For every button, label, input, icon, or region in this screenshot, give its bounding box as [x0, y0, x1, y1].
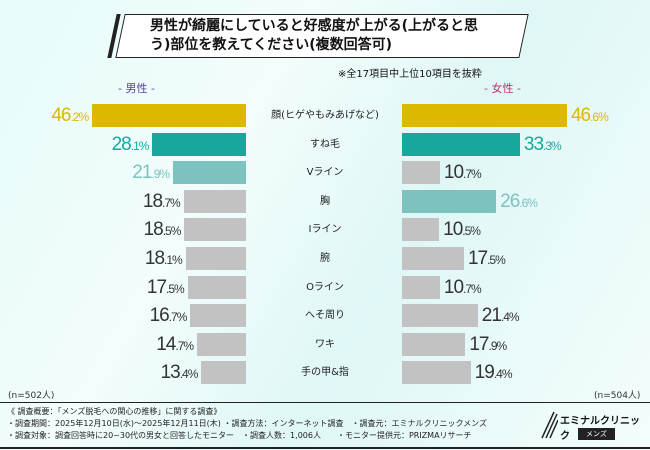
male-sample-size: (n=502人): [8, 391, 55, 401]
male-bar: [183, 189, 246, 213]
chart-note: ※全17項目中上位10項目を抜粋: [338, 69, 482, 80]
male-bar: [197, 332, 246, 356]
female-bar: [402, 304, 478, 328]
category-label: 腕: [320, 253, 330, 264]
male-value-label: 46.2%: [51, 105, 89, 126]
legend-female: - 女性 -: [484, 82, 521, 95]
female-bar: [402, 275, 440, 299]
female-bar: [402, 332, 466, 356]
legend-male: - 男性 -: [118, 82, 155, 95]
footer-line: ・調査期間：2025年12月10日(水)～2025年12月11日(木) ・調査方…: [7, 419, 487, 428]
male-bar: [185, 247, 246, 270]
male-value-label: 21.9%: [132, 162, 170, 184]
female-value-label: 26.6%: [500, 190, 538, 212]
logo-mark-icon: [541, 411, 558, 439]
category-label: へそ周り: [305, 310, 345, 322]
category-label: 顔(ヒゲやもみあげなど): [271, 110, 379, 121]
male-bar: [201, 361, 246, 385]
category-label: 胸: [320, 195, 330, 207]
male-bar: [92, 104, 246, 127]
male-bar: [173, 161, 246, 185]
category-label: すね毛: [310, 138, 340, 150]
category-label: 手の甲&指: [301, 367, 349, 379]
category-label: Iライン: [308, 224, 342, 236]
female-sample-size: (n=504人): [594, 391, 641, 401]
brand-logo: エミナルクリニック メンズ: [540, 408, 645, 442]
male-bar: [187, 275, 246, 299]
female-bar: [402, 189, 497, 213]
female-bar: [402, 247, 464, 270]
female-bar: [402, 132, 520, 156]
female-bar: [402, 361, 471, 385]
male-value-label: 18.5%: [143, 219, 182, 241]
female-bar: [402, 218, 440, 242]
male-bar: [184, 218, 246, 242]
male-bar: [152, 132, 246, 156]
female-value-label: 33.3%: [523, 133, 562, 155]
female-value-label: 10.7%: [443, 276, 482, 298]
female-bar: [402, 104, 567, 127]
male-value-label: 13.4%: [160, 362, 199, 384]
male-value-label: 28.1%: [111, 133, 150, 155]
male-value-label: 16.7%: [149, 305, 188, 327]
female-value-label: 19.4%: [474, 362, 513, 384]
female-bar: [402, 161, 440, 185]
female-value-label: 10.5%: [443, 219, 481, 241]
logo-sub: メンズ: [578, 428, 615, 440]
category-label: ワキ: [315, 338, 335, 350]
male-bar: [190, 304, 246, 328]
chart-title: 男性が綺麗にしていると好感度が上がる(上がると思う)部位を教えてください(複数回…: [150, 18, 478, 53]
female-value-label: 10.7%: [443, 162, 482, 184]
male-value-label: 18.1%: [144, 248, 183, 269]
male-value-label: 14.7%: [156, 333, 194, 355]
female-value-label: 17.5%: [467, 248, 506, 269]
female-value-label: 46.6%: [570, 105, 609, 126]
female-value-label: 21.4%: [481, 305, 520, 327]
footer-line: ・調査対象：調査回答時に20~30代の男女と回答したモニター ・調査人数：1,0…: [7, 431, 472, 440]
survey-footer: 《 調査概要：「メンズ脱毛への関心の推移」に関する調査》 ・調査期間：2025年…: [7, 406, 487, 442]
divider: [0, 402, 650, 403]
category-label: Vライン: [306, 167, 344, 179]
bottom-border: [0, 447, 650, 449]
male-value-label: 17.5%: [146, 276, 185, 298]
footer-line: 《 調査概要：「メンズ脱毛への関心の推移」に関する調査》: [7, 407, 222, 416]
female-value-label: 17.9%: [469, 333, 507, 355]
male-value-label: 18.7%: [142, 190, 181, 212]
category-label: Oライン: [306, 281, 344, 293]
logo-text: エミナルクリニック: [560, 416, 640, 442]
